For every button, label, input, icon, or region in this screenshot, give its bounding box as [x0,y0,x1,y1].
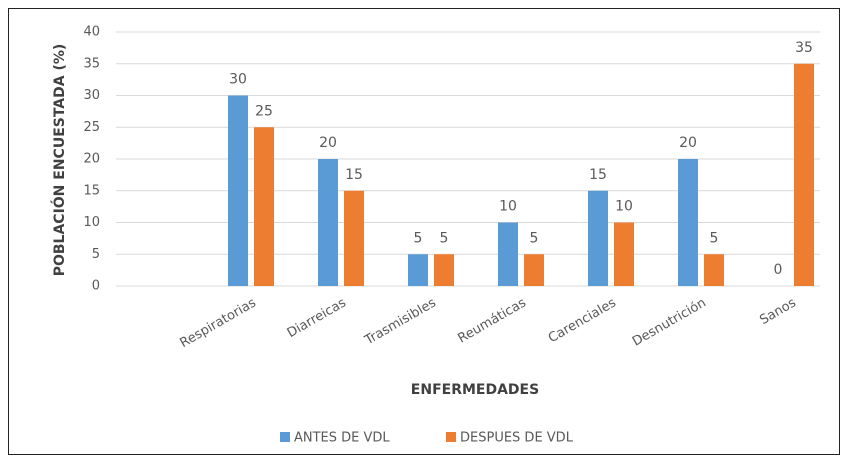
x-tick-label: Trasmisibles [362,295,439,348]
data-label: 30 [229,72,247,88]
y-tick-label: 20 [83,152,100,167]
data-label: 15 [345,167,363,183]
x-tick-label: Carenciales [546,295,619,346]
x-tick-label: Reumáticas [455,295,528,346]
legend-swatch [280,432,290,442]
data-label: 10 [499,199,517,215]
bar [614,222,634,286]
bar [434,254,454,286]
y-axis-title: POBLACIÓN ENCUESTADA (%) [50,44,68,277]
data-label: 5 [530,230,539,246]
y-tick-label: 40 [83,25,100,40]
bar [254,127,274,286]
x-tick-label: Sanos [757,295,799,328]
y-tick-label: 25 [83,120,100,135]
x-tick-label: Respiratorias [178,295,259,351]
x-axis-title: ENFERMEDADES [411,382,539,398]
y-tick-label: 0 [92,279,100,294]
data-label: 5 [710,230,719,246]
x-tick-label: Diarreicas [285,295,349,341]
y-tick-label: 30 [83,88,100,103]
bar [704,254,724,286]
bar [678,159,698,286]
y-tick-label: 10 [83,215,100,230]
bar [408,254,428,286]
data-label: 5 [414,230,423,246]
data-label: 25 [255,103,273,119]
y-tick-label: 5 [92,247,100,262]
bar [794,63,814,286]
data-label: 0 [774,262,783,278]
data-label: 10 [615,199,633,215]
bar [318,159,338,286]
data-label: 20 [679,135,697,151]
data-label: 15 [589,167,607,183]
data-label: 20 [319,135,337,151]
bar [588,190,608,286]
y-tick-label: 35 [83,56,100,71]
bar [524,254,544,286]
frame [8,8,840,455]
x-tick-label: Desnutrición [630,296,709,350]
y-tick-label: 15 [83,183,100,198]
bar [498,222,518,286]
legend-label: ANTES DE VDL [294,431,390,446]
data-label: 5 [440,230,449,246]
legend-label: DESPUES DE VDL [460,431,574,446]
data-label: 35 [795,40,813,56]
bar [344,190,364,286]
bar [228,95,248,286]
legend-swatch [446,432,456,442]
